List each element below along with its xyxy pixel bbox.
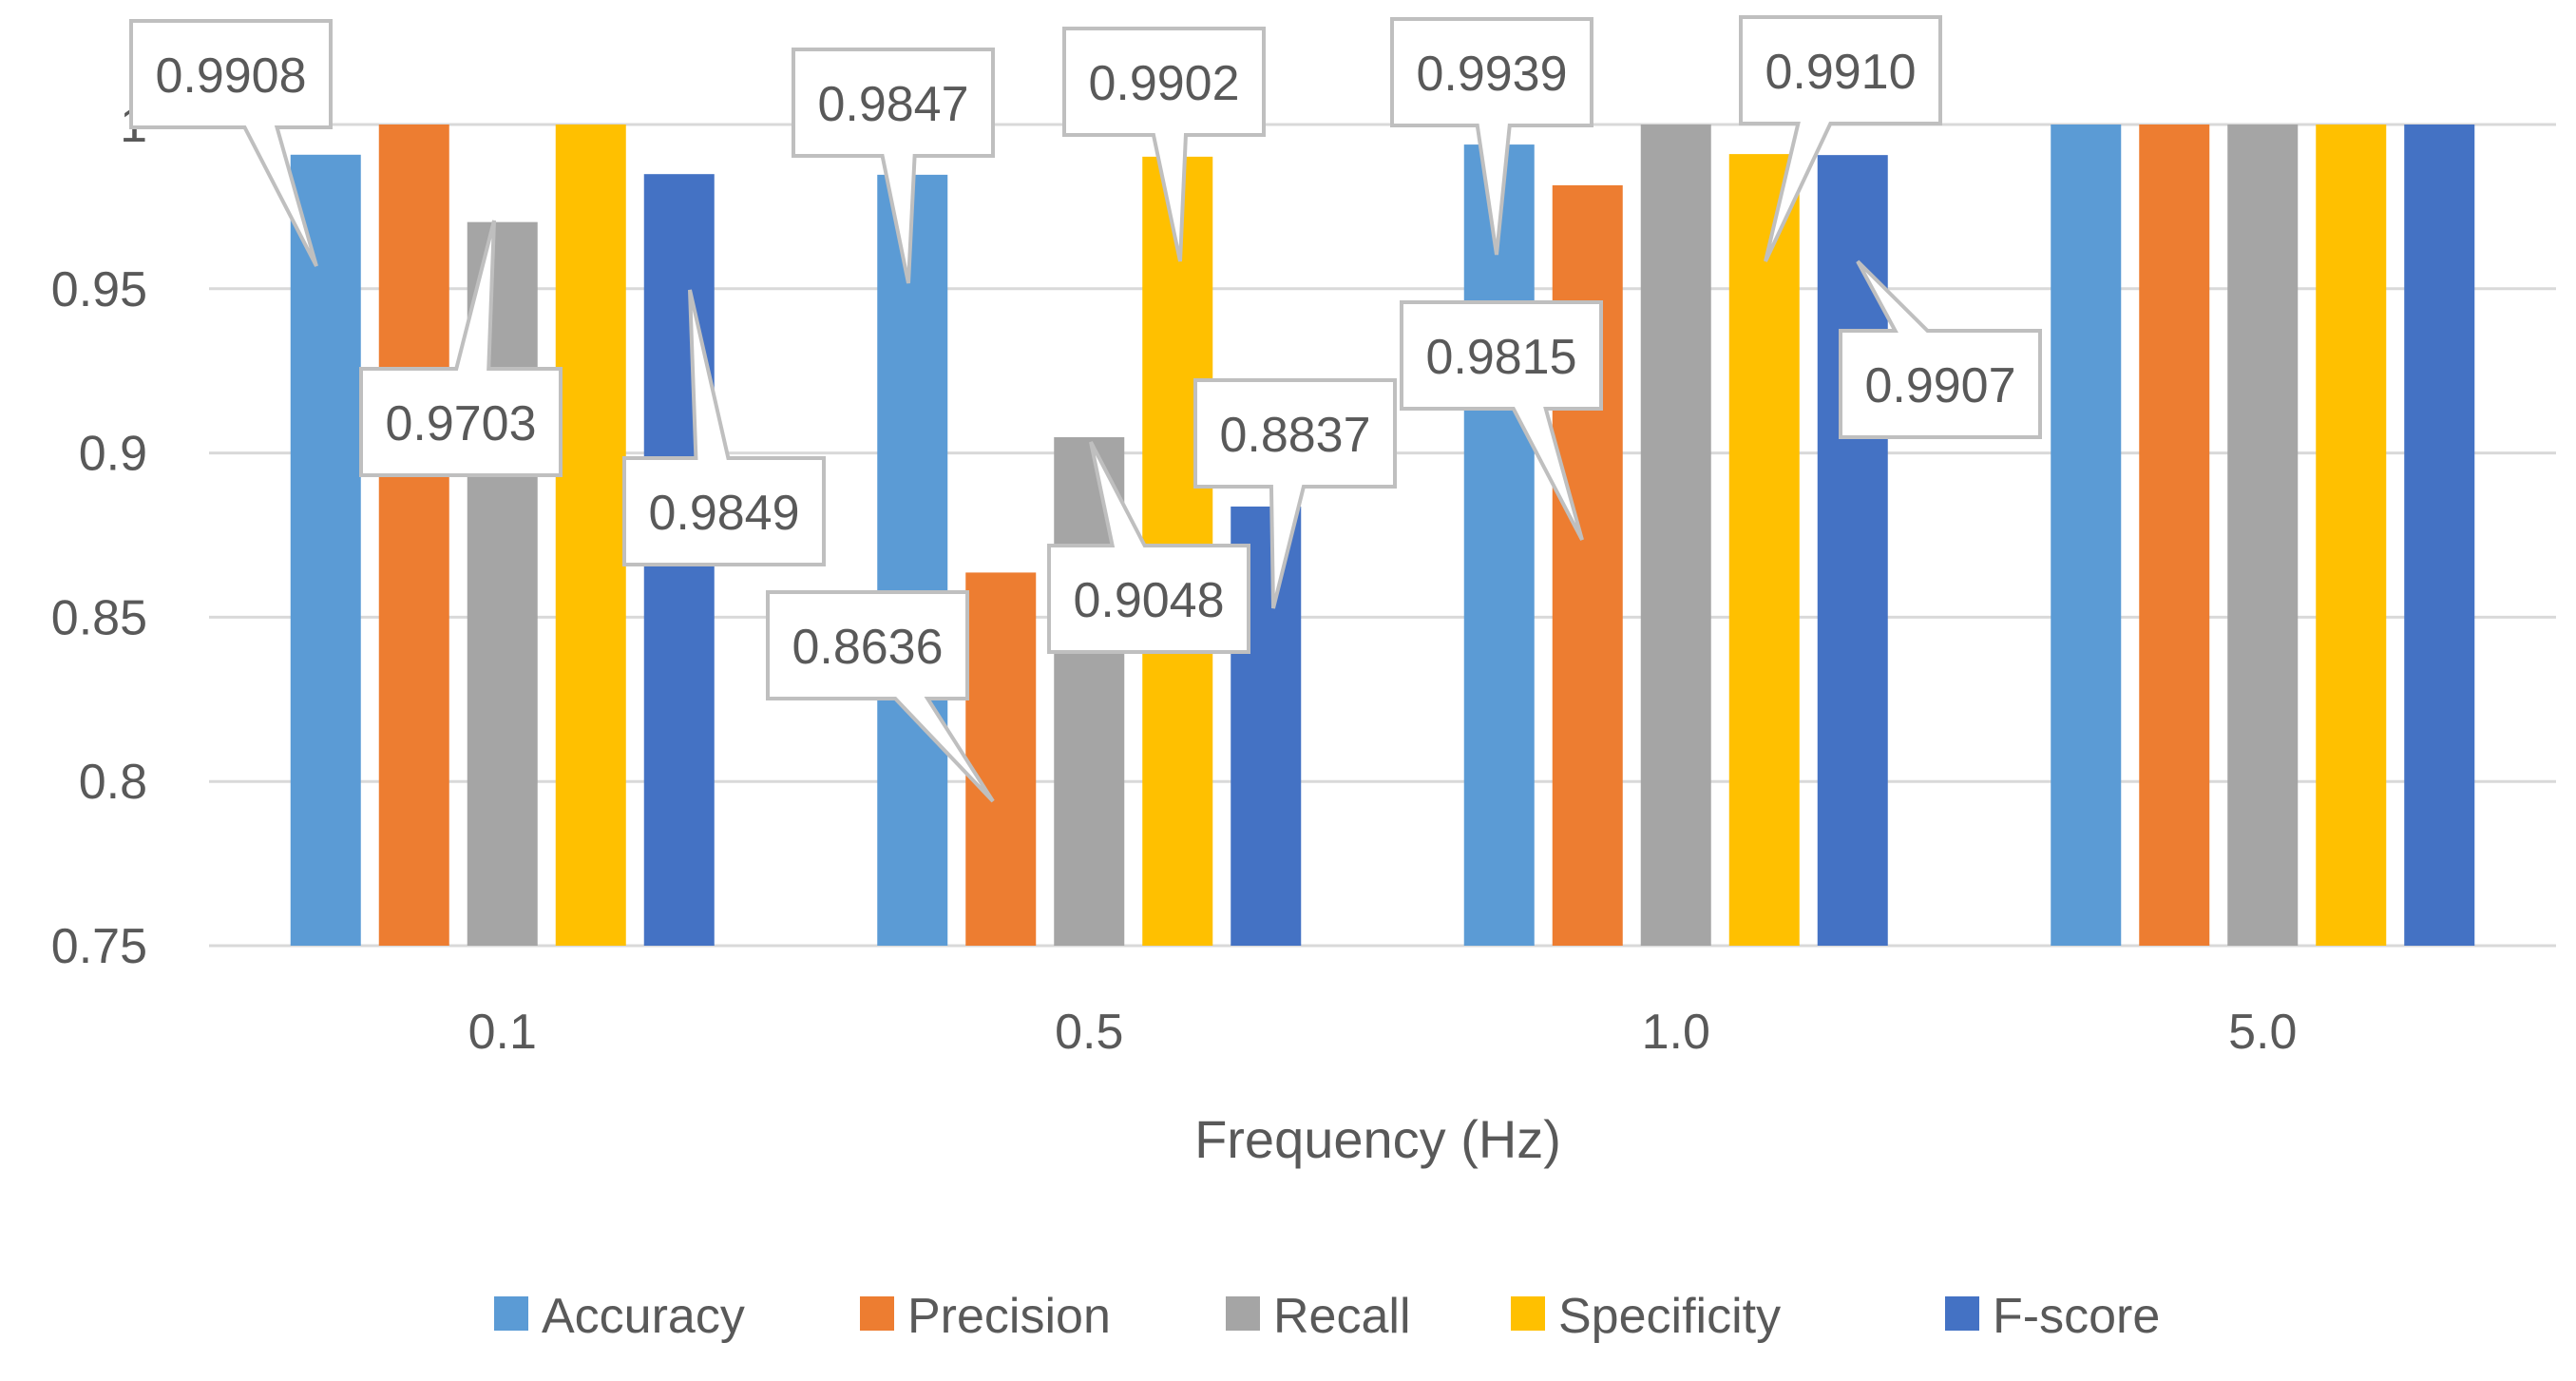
y-tick-label: 0.85 [51,590,147,645]
callout-box [129,19,333,267]
y-tick-label: 0.75 [51,919,147,974]
bar-accuracy-1.0 [1463,144,1535,946]
callout-accuracy-0.5: 0.9847 [792,48,995,284]
legend-item-f-score: F-score [1945,1289,2160,1344]
legend-swatch [1511,1296,1545,1331]
bar-f-score-5.0 [2404,125,2475,946]
y-axis-ticks: 0.750.80.850.90.951 [51,98,147,974]
legend-label: Recall [1273,1289,1411,1344]
callout-box [766,590,995,803]
legend-item-accuracy: Accuracy [494,1289,745,1344]
bar-precision-1.0 [1552,184,1623,946]
callout-accuracy-1.0: 0.9939 [1390,17,1593,256]
x-tick-label: 1.0 [1642,1005,1710,1060]
bar-recall-5.0 [2227,125,2299,946]
data-label: 0.9703 [385,396,536,451]
data-label: 0.8636 [792,620,943,675]
data-label: 0.9815 [1425,330,1576,385]
legend-item-specificity: Specificity [1511,1289,1781,1344]
callout-box [1390,17,1593,256]
x-tick-label: 0.5 [1055,1005,1123,1060]
x-axis-ticks: 0.1 0.5 1.0 5.0 [468,1005,2298,1060]
bar-recall-1.0 [1640,125,1711,946]
data-label: 0.9908 [155,48,306,104]
callout-box [622,289,826,566]
legend: Accuracy Precision Recall Specificity F-scor… [494,1289,2160,1344]
callout-box [1193,378,1397,609]
callout-f-score-1.0: 0.9907 [1839,259,2042,439]
y-tick-label: 0.95 [51,262,147,317]
x-axis-label: Frequency (Hz) [1194,1109,1561,1169]
legend-label: Precision [907,1289,1111,1344]
data-label: 0.9902 [1088,56,1239,111]
data-label: 0.8837 [1219,408,1370,463]
callout-box [1739,15,1942,262]
callout-f-score-0.1: 0.9849 [622,289,826,566]
bar-precision-0.5 [965,572,1037,946]
data-label: 0.9910 [1765,45,1916,100]
callout-specificity-1.0: 0.9910 [1739,15,1942,262]
callout-specificity-0.5: 0.9902 [1062,27,1266,262]
bar-precision-5.0 [2139,125,2210,946]
bar-specificity-1.0 [1728,154,1800,946]
callout-recall-0.5: 0.9048 [1047,441,1250,654]
bars [290,125,2475,947]
legend-swatch [1226,1296,1260,1331]
legend-swatch [494,1296,528,1331]
data-label: 0.9849 [648,486,799,541]
bar-precision-0.1 [378,125,449,946]
callouts: 0.9908 0.9703 0.9849 0.9847 0.8636 0.9048 0.99… [129,15,2042,803]
callout-f-score-0.5: 0.8837 [1193,378,1397,609]
data-label: 0.9939 [1416,47,1567,102]
bar-f-score-1.0 [1817,155,1888,946]
bar-specificity-5.0 [2316,125,2387,946]
callout-box [1839,259,2042,439]
legend-item-recall: Recall [1226,1289,1411,1344]
x-tick-label: 5.0 [2228,1005,2297,1060]
callout-precision-1.0: 0.9815 [1400,300,1603,541]
legend-swatch [1945,1296,1979,1331]
callout-box [1047,441,1250,654]
y-tick-label: 0.9 [79,427,147,482]
data-label: 0.9847 [817,77,968,132]
bar-accuracy-0.1 [290,154,361,947]
legend-item-precision: Precision [860,1289,1111,1344]
legend-swatch [860,1296,894,1331]
legend-label: Accuracy [542,1289,745,1344]
callout-box [792,48,995,284]
bar-specificity-0.1 [555,125,626,946]
bar-accuracy-5.0 [2051,125,2122,946]
data-label: 0.9048 [1073,573,1224,628]
y-tick-label: 0.8 [79,755,147,810]
data-label: 0.9907 [1864,358,2015,413]
x-tick-label: 0.1 [468,1005,537,1060]
callout-box [359,220,563,477]
legend-label: F-score [1993,1289,2160,1344]
callout-box [1400,300,1603,541]
callout-recall-0.1: 0.9703 [359,220,563,477]
bar-accuracy-0.5 [877,174,948,946]
callout-box [1062,27,1266,262]
callout-accuracy-0.1: 0.9908 [129,19,333,267]
legend-label: Specificity [1558,1289,1781,1344]
callout-precision-0.5: 0.8636 [766,590,995,803]
